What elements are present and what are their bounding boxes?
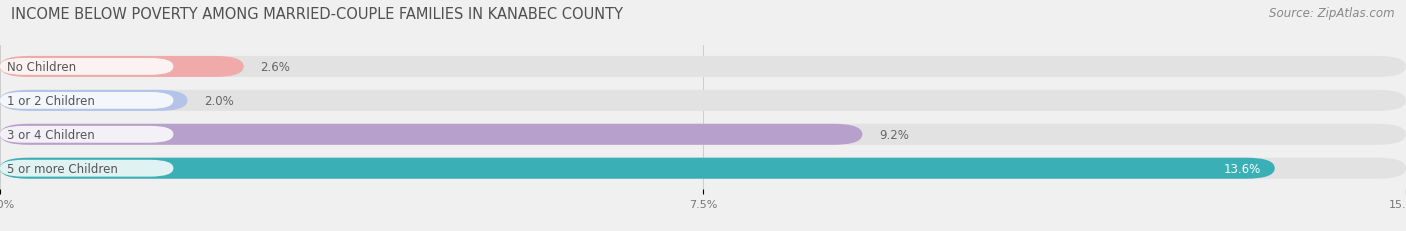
FancyBboxPatch shape bbox=[0, 124, 1406, 145]
FancyBboxPatch shape bbox=[0, 57, 243, 78]
FancyBboxPatch shape bbox=[0, 59, 173, 76]
Text: 13.6%: 13.6% bbox=[1223, 162, 1261, 175]
FancyBboxPatch shape bbox=[0, 126, 173, 143]
FancyBboxPatch shape bbox=[0, 124, 862, 145]
Text: Source: ZipAtlas.com: Source: ZipAtlas.com bbox=[1270, 7, 1395, 20]
Text: INCOME BELOW POVERTY AMONG MARRIED-COUPLE FAMILIES IN KANABEC COUNTY: INCOME BELOW POVERTY AMONG MARRIED-COUPL… bbox=[11, 7, 623, 22]
Text: 9.2%: 9.2% bbox=[879, 128, 910, 141]
FancyBboxPatch shape bbox=[0, 158, 1406, 179]
Text: 2.0%: 2.0% bbox=[204, 94, 233, 107]
FancyBboxPatch shape bbox=[0, 91, 1406, 111]
FancyBboxPatch shape bbox=[0, 91, 187, 111]
Text: 2.6%: 2.6% bbox=[260, 61, 291, 74]
Text: No Children: No Children bbox=[7, 61, 76, 74]
FancyBboxPatch shape bbox=[0, 158, 1275, 179]
Text: 3 or 4 Children: 3 or 4 Children bbox=[7, 128, 96, 141]
FancyBboxPatch shape bbox=[0, 160, 173, 177]
Text: 1 or 2 Children: 1 or 2 Children bbox=[7, 94, 96, 107]
FancyBboxPatch shape bbox=[0, 93, 173, 109]
FancyBboxPatch shape bbox=[0, 57, 1406, 78]
Text: 5 or more Children: 5 or more Children bbox=[7, 162, 118, 175]
